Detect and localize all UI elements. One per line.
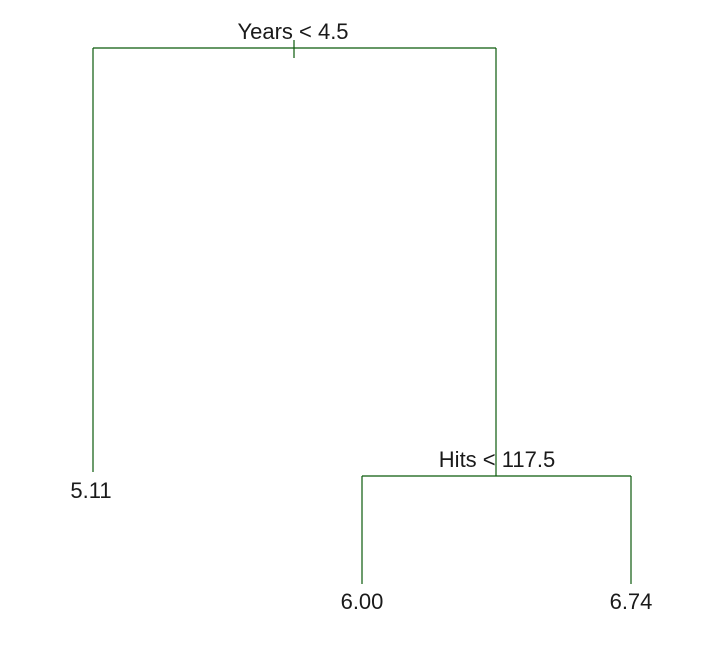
leaf-label: 6.00 xyxy=(341,589,384,614)
leaf-label: 6.74 xyxy=(610,589,653,614)
split-label: Years < 4.5 xyxy=(237,19,348,44)
leaf-label: 5.11 xyxy=(70,478,111,503)
split-label: Hits < 117.5 xyxy=(439,447,555,472)
branches xyxy=(92,40,632,584)
